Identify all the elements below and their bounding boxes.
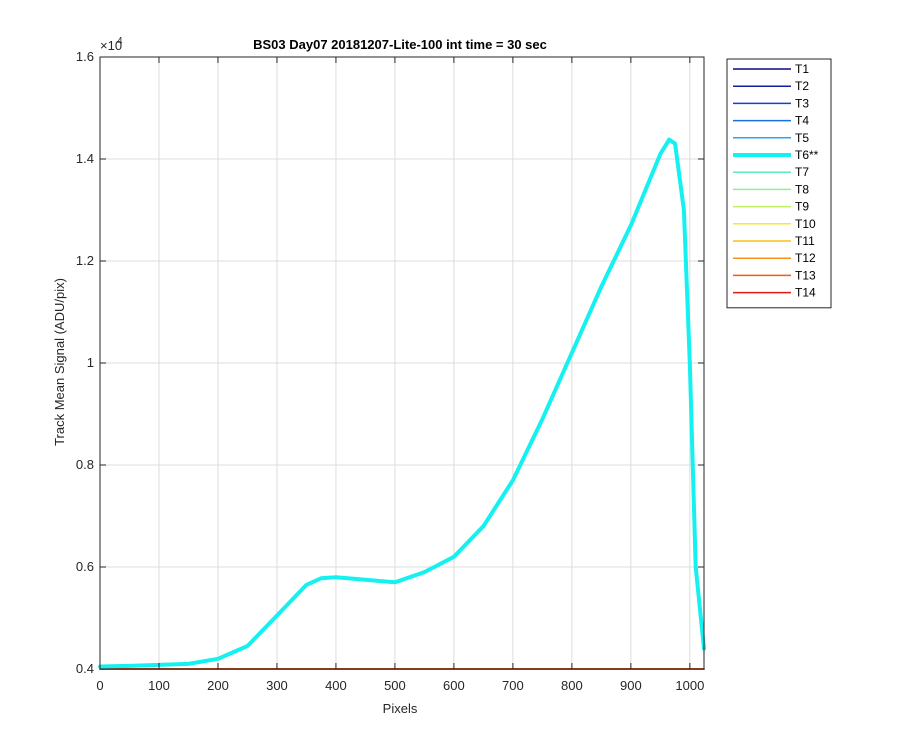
- legend-label: T12: [795, 251, 816, 265]
- ticks: [99, 56, 704, 670]
- x-tick-label: 200: [207, 678, 229, 693]
- legend-label: T11: [795, 234, 815, 248]
- y-exponent: ×10 4: [100, 36, 123, 53]
- x-tick-label: 0: [96, 678, 103, 693]
- legend-label: T2: [795, 79, 809, 93]
- y-exponent-power: 4: [117, 36, 123, 47]
- legend-label: T1: [795, 62, 809, 76]
- legend-label: T5: [795, 131, 809, 145]
- y-tick-label: 1.6: [76, 49, 94, 64]
- y-tick-label: 1.4: [76, 151, 94, 166]
- x-tick-label: 100: [148, 678, 170, 693]
- y-tick-label: 0.6: [76, 559, 94, 574]
- legend-label: T14: [795, 286, 816, 300]
- x-axis-label: Pixels: [383, 701, 418, 716]
- tick-labels: 0 100 200 300 400 500 600 700 800 900 1000 0.4 0.6 0.…: [76, 49, 704, 693]
- chart-title: BS03 Day07 20181207-Lite-100 int time = …: [253, 37, 547, 52]
- legend: T1 T2 T3 T4 T5 T6** T7 T8 T9 T10 T11 T12 T13 T14: [726, 58, 832, 309]
- y-tick-label: 1: [87, 355, 94, 370]
- x-tick-label: 700: [502, 678, 524, 693]
- y-tick-label: 1.2: [76, 253, 94, 268]
- legend-label: T9: [795, 200, 809, 214]
- legend-label: T7: [795, 165, 809, 179]
- legend-label: T3: [795, 96, 809, 110]
- legend-label: T6**: [795, 148, 819, 162]
- x-tick-label: 400: [325, 678, 347, 693]
- legend-label: T13: [795, 268, 816, 282]
- legend-box: [726, 58, 832, 309]
- y-exponent-base: ×10: [100, 38, 122, 53]
- x-tick-label: 800: [561, 678, 583, 693]
- x-tick-label: 900: [620, 678, 642, 693]
- x-tick-label: 300: [266, 678, 288, 693]
- y-tick-label: 0.4: [76, 661, 94, 676]
- x-tick-label: 500: [384, 678, 406, 693]
- x-tick-label: 1000: [675, 678, 704, 693]
- series-line-T6: [98, 137, 706, 669]
- legend-label: T8: [795, 182, 809, 196]
- y-tick-label: 0.8: [76, 457, 94, 472]
- x-tick-label: 600: [443, 678, 465, 693]
- legend-label: T10: [795, 217, 816, 231]
- y-axis-label: Track Mean Signal (ADU/pix): [52, 278, 67, 446]
- legend-label: T4: [795, 114, 809, 128]
- grid: [100, 57, 704, 669]
